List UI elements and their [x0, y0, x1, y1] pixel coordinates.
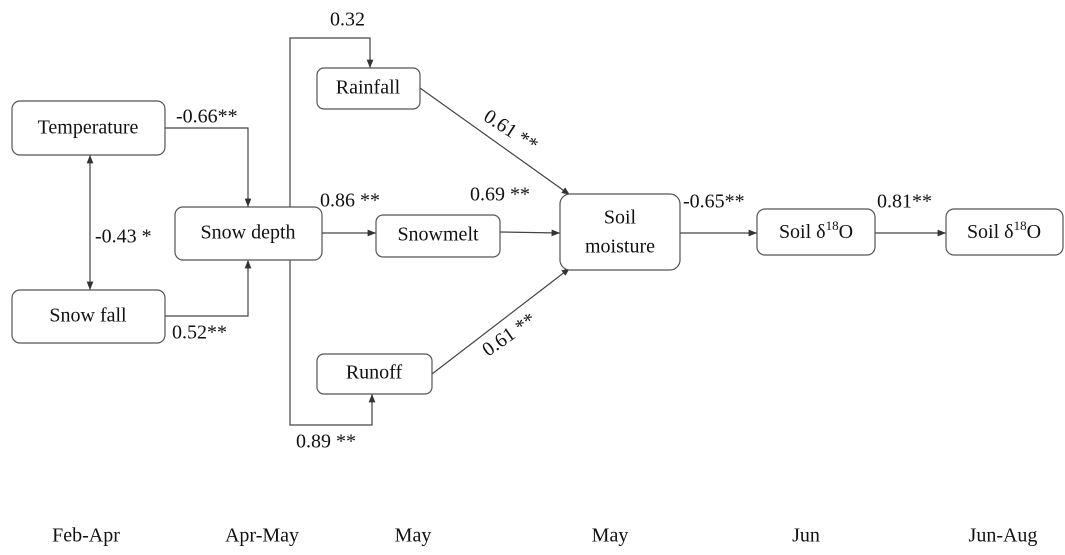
node-box — [375, 214, 501, 258]
node-label: moisture — [585, 236, 655, 258]
node-label: Temperature — [38, 117, 139, 139]
label-part: Soil δ — [967, 221, 1014, 243]
edge-label: 0.52** — [172, 322, 227, 344]
edge-label: 0.32 — [330, 9, 365, 31]
edge-label: -0.43 * — [95, 226, 152, 248]
edge-label: -0.65** — [683, 191, 745, 213]
node-box — [756, 208, 876, 256]
edge-label: 0.61 ** — [478, 309, 540, 361]
period-label: Feb-Apr — [52, 525, 120, 547]
node-box — [559, 193, 681, 271]
arrow — [289, 260, 376, 426]
arrow — [431, 267, 571, 375]
nodes: Temperature Snow fall Snow depth Rainfal… — [11, 67, 1064, 395]
arrow — [165, 127, 252, 207]
node-label: Snowmelt — [397, 224, 479, 246]
period-label: Jun — [792, 525, 820, 547]
node-box — [11, 289, 166, 344]
superscript: 18 — [826, 218, 839, 233]
period-labels: Feb-Apr Apr-May May May Jun Jun-Aug — [52, 525, 1037, 547]
period-label: May — [395, 525, 432, 547]
node-box — [316, 67, 421, 110]
node-label: Soil δ18O — [967, 218, 1041, 243]
node-label: Rainfall — [336, 77, 401, 99]
period-label: May — [592, 525, 629, 547]
arrow — [165, 260, 252, 317]
label-part: Soil δ — [779, 221, 826, 243]
node-label: Snow fall — [49, 305, 127, 327]
node-label: Snow depth — [201, 222, 296, 244]
label-part: O — [1027, 221, 1041, 243]
node-box — [174, 206, 323, 261]
node-label: Soil δ18O — [779, 218, 853, 243]
node-label: Soil — [604, 207, 637, 229]
label-part: O — [839, 221, 853, 243]
node-box — [945, 208, 1064, 256]
period-label: Jun-Aug — [969, 525, 1038, 547]
node-box — [316, 353, 433, 395]
arrow — [499, 229, 561, 237]
node-box — [11, 100, 166, 156]
edge-label: -0.66** — [176, 106, 238, 128]
edge-label: 0.61 ** — [480, 105, 542, 156]
node-label: Runoff — [346, 362, 403, 384]
edge-label: 0.69 ** — [470, 184, 530, 206]
edge-label: 0.86 ** — [320, 190, 380, 212]
superscript: 18 — [1014, 218, 1027, 233]
edge-label: 0.89 ** — [296, 431, 356, 453]
edge-label: 0.81** — [877, 191, 932, 213]
connectors — [86, 37, 946, 426]
arrow — [419, 87, 571, 196]
period-label: Apr-May — [225, 525, 299, 547]
arrow — [289, 37, 374, 207]
